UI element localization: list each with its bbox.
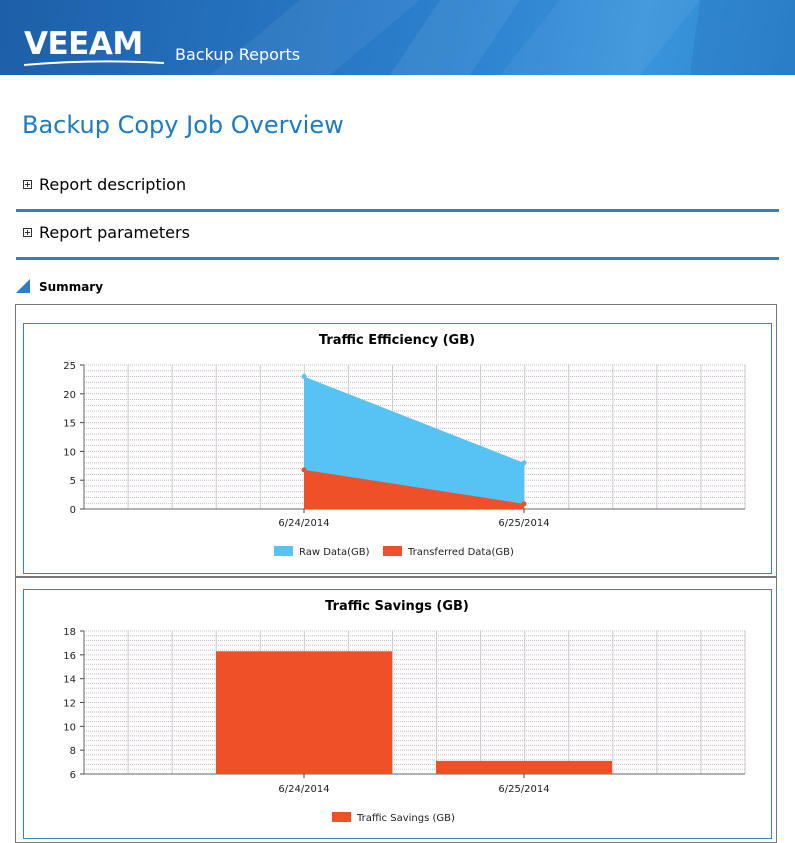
traffic-efficiency-chart: Traffic Efficiency (GB) 0 5 10 15 20 25 6/24/20…	[63, 333, 746, 558]
chart-frame-efficiency: Traffic Efficiency (GB) 0 5 10 15 20 25 6/24/20…	[15, 304, 777, 577]
bar-traffic-savings	[436, 760, 612, 774]
expand-icon[interactable]	[23, 228, 32, 237]
x-tick-label: 6/25/2014	[498, 784, 549, 795]
y-tick-label: 15	[63, 419, 76, 430]
data-point	[521, 501, 527, 507]
legend-swatch	[383, 546, 402, 556]
section-report-description[interactable]: Report description	[16, 163, 779, 212]
summary-label: Summary	[39, 280, 104, 294]
legend-label: Traffic Savings (GB)	[356, 813, 455, 824]
bar-traffic-savings	[216, 651, 392, 774]
traffic-savings-chart: Traffic Savings (GB) 6 8 10 12 14 16 18 6/24/201…	[63, 599, 746, 824]
x-tick-label: 6/25/2014	[498, 518, 549, 529]
chart-panel-efficiency: Traffic Efficiency (GB) 0 5 10 15 20 25 6/24/20…	[23, 323, 772, 574]
y-tick-label: 16	[63, 651, 76, 662]
data-point	[301, 467, 307, 473]
chart-frame-savings: Traffic Savings (GB) 6 8 10 12 14 16 18 6/24/201…	[15, 577, 777, 843]
chart-title: Traffic Savings (GB)	[325, 599, 469, 614]
expand-icon[interactable]	[23, 180, 32, 189]
area-series-transferred-data	[304, 469, 524, 509]
data-point	[301, 374, 307, 380]
y-tick-label: 12	[63, 699, 76, 710]
legend-swatch	[274, 546, 293, 556]
area-series-raw-data	[304, 376, 524, 509]
header-banner: VEEAM Backup Reports	[0, 0, 795, 75]
section-label: Report description	[39, 175, 187, 194]
y-tick-label: 10	[63, 722, 76, 733]
y-tick-label: 25	[63, 361, 76, 372]
y-tick-label: 6	[70, 770, 76, 781]
y-tick-label: 14	[63, 675, 76, 686]
x-tick-label: 6/24/2014	[278, 784, 329, 795]
banner-decoration	[210, 0, 795, 75]
x-tick-label: 6/24/2014	[278, 518, 329, 529]
logo-swoosh	[24, 60, 164, 66]
collapse-triangle-icon[interactable]	[16, 279, 30, 293]
chart-title: Traffic Efficiency (GB)	[319, 333, 475, 348]
chart-panel-savings: Traffic Savings (GB) 6 8 10 12 14 16 18 6/24/201…	[23, 589, 772, 839]
summary-header[interactable]: Summary	[16, 276, 316, 296]
y-tick-label: 20	[63, 390, 76, 401]
y-tick-label: 10	[63, 447, 76, 458]
y-tick-label: 0	[70, 505, 76, 516]
section-report-parameters[interactable]: Report parameters	[16, 211, 779, 260]
data-point	[521, 460, 527, 466]
legend-label: Transferred Data(GB)	[407, 547, 514, 558]
section-label: Report parameters	[39, 223, 190, 242]
app-name: Backup Reports	[175, 45, 301, 64]
veeam-logo: VEEAM	[24, 26, 143, 62]
page-title: Backup Copy Job Overview	[22, 111, 344, 139]
y-tick-label: 8	[70, 746, 76, 757]
y-tick-label: 5	[70, 476, 76, 487]
legend-swatch	[332, 812, 351, 822]
legend-label: Raw Data(GB)	[299, 547, 370, 558]
y-tick-label: 18	[63, 627, 76, 638]
